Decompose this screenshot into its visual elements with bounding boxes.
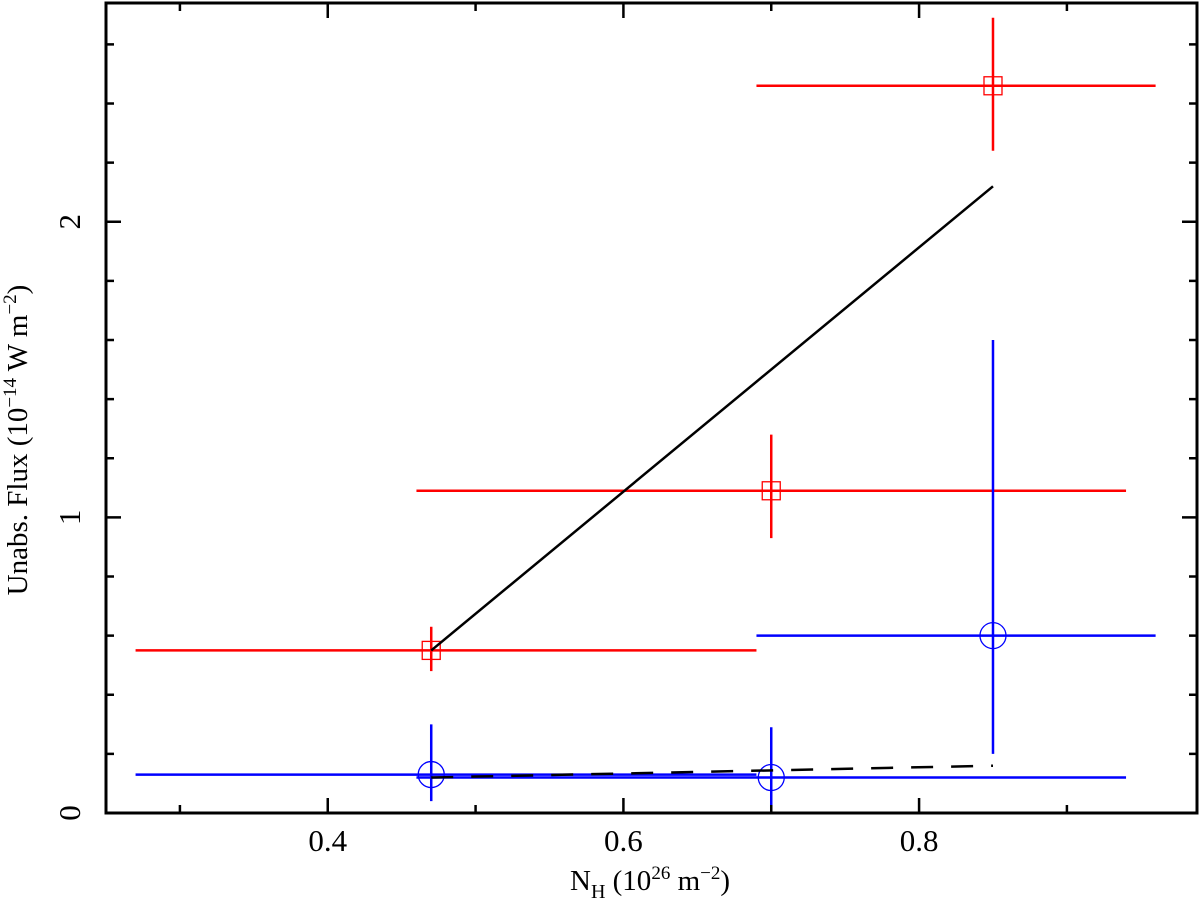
y-tick-label: 2 xyxy=(52,214,87,230)
circle-marker xyxy=(757,763,785,792)
y-axis-label: Unabs. Flux (10−14 W m−2) xyxy=(0,285,34,596)
series-blue-circles xyxy=(135,340,1156,813)
dashed-trend-line xyxy=(431,764,994,779)
circle-marker xyxy=(979,621,1007,650)
x-tick-label: 0.8 xyxy=(900,823,939,858)
series-red-squares xyxy=(135,17,1156,672)
plot-area xyxy=(135,17,1156,813)
circle-marker xyxy=(417,760,445,789)
x-axis-label: NH (1026 m−2) xyxy=(570,863,730,899)
square-marker xyxy=(761,481,781,501)
series-dashed-trend xyxy=(431,764,994,779)
square-marker xyxy=(421,640,441,661)
square-marker xyxy=(983,76,1003,96)
axis-ticks xyxy=(106,3,1197,815)
x-tick-label: 0.6 xyxy=(604,823,643,858)
y-tick-label: 0 xyxy=(52,805,87,821)
solid-trend-line xyxy=(430,185,994,652)
y-tick-label: 1 xyxy=(52,510,87,526)
axis-tick-labels: 0.4 0.6 0.8 0 1 2 xyxy=(52,214,938,858)
x-tick-label: 0.4 xyxy=(308,823,347,858)
plot-frame xyxy=(104,1,1199,815)
series-solid-trend xyxy=(430,185,994,652)
